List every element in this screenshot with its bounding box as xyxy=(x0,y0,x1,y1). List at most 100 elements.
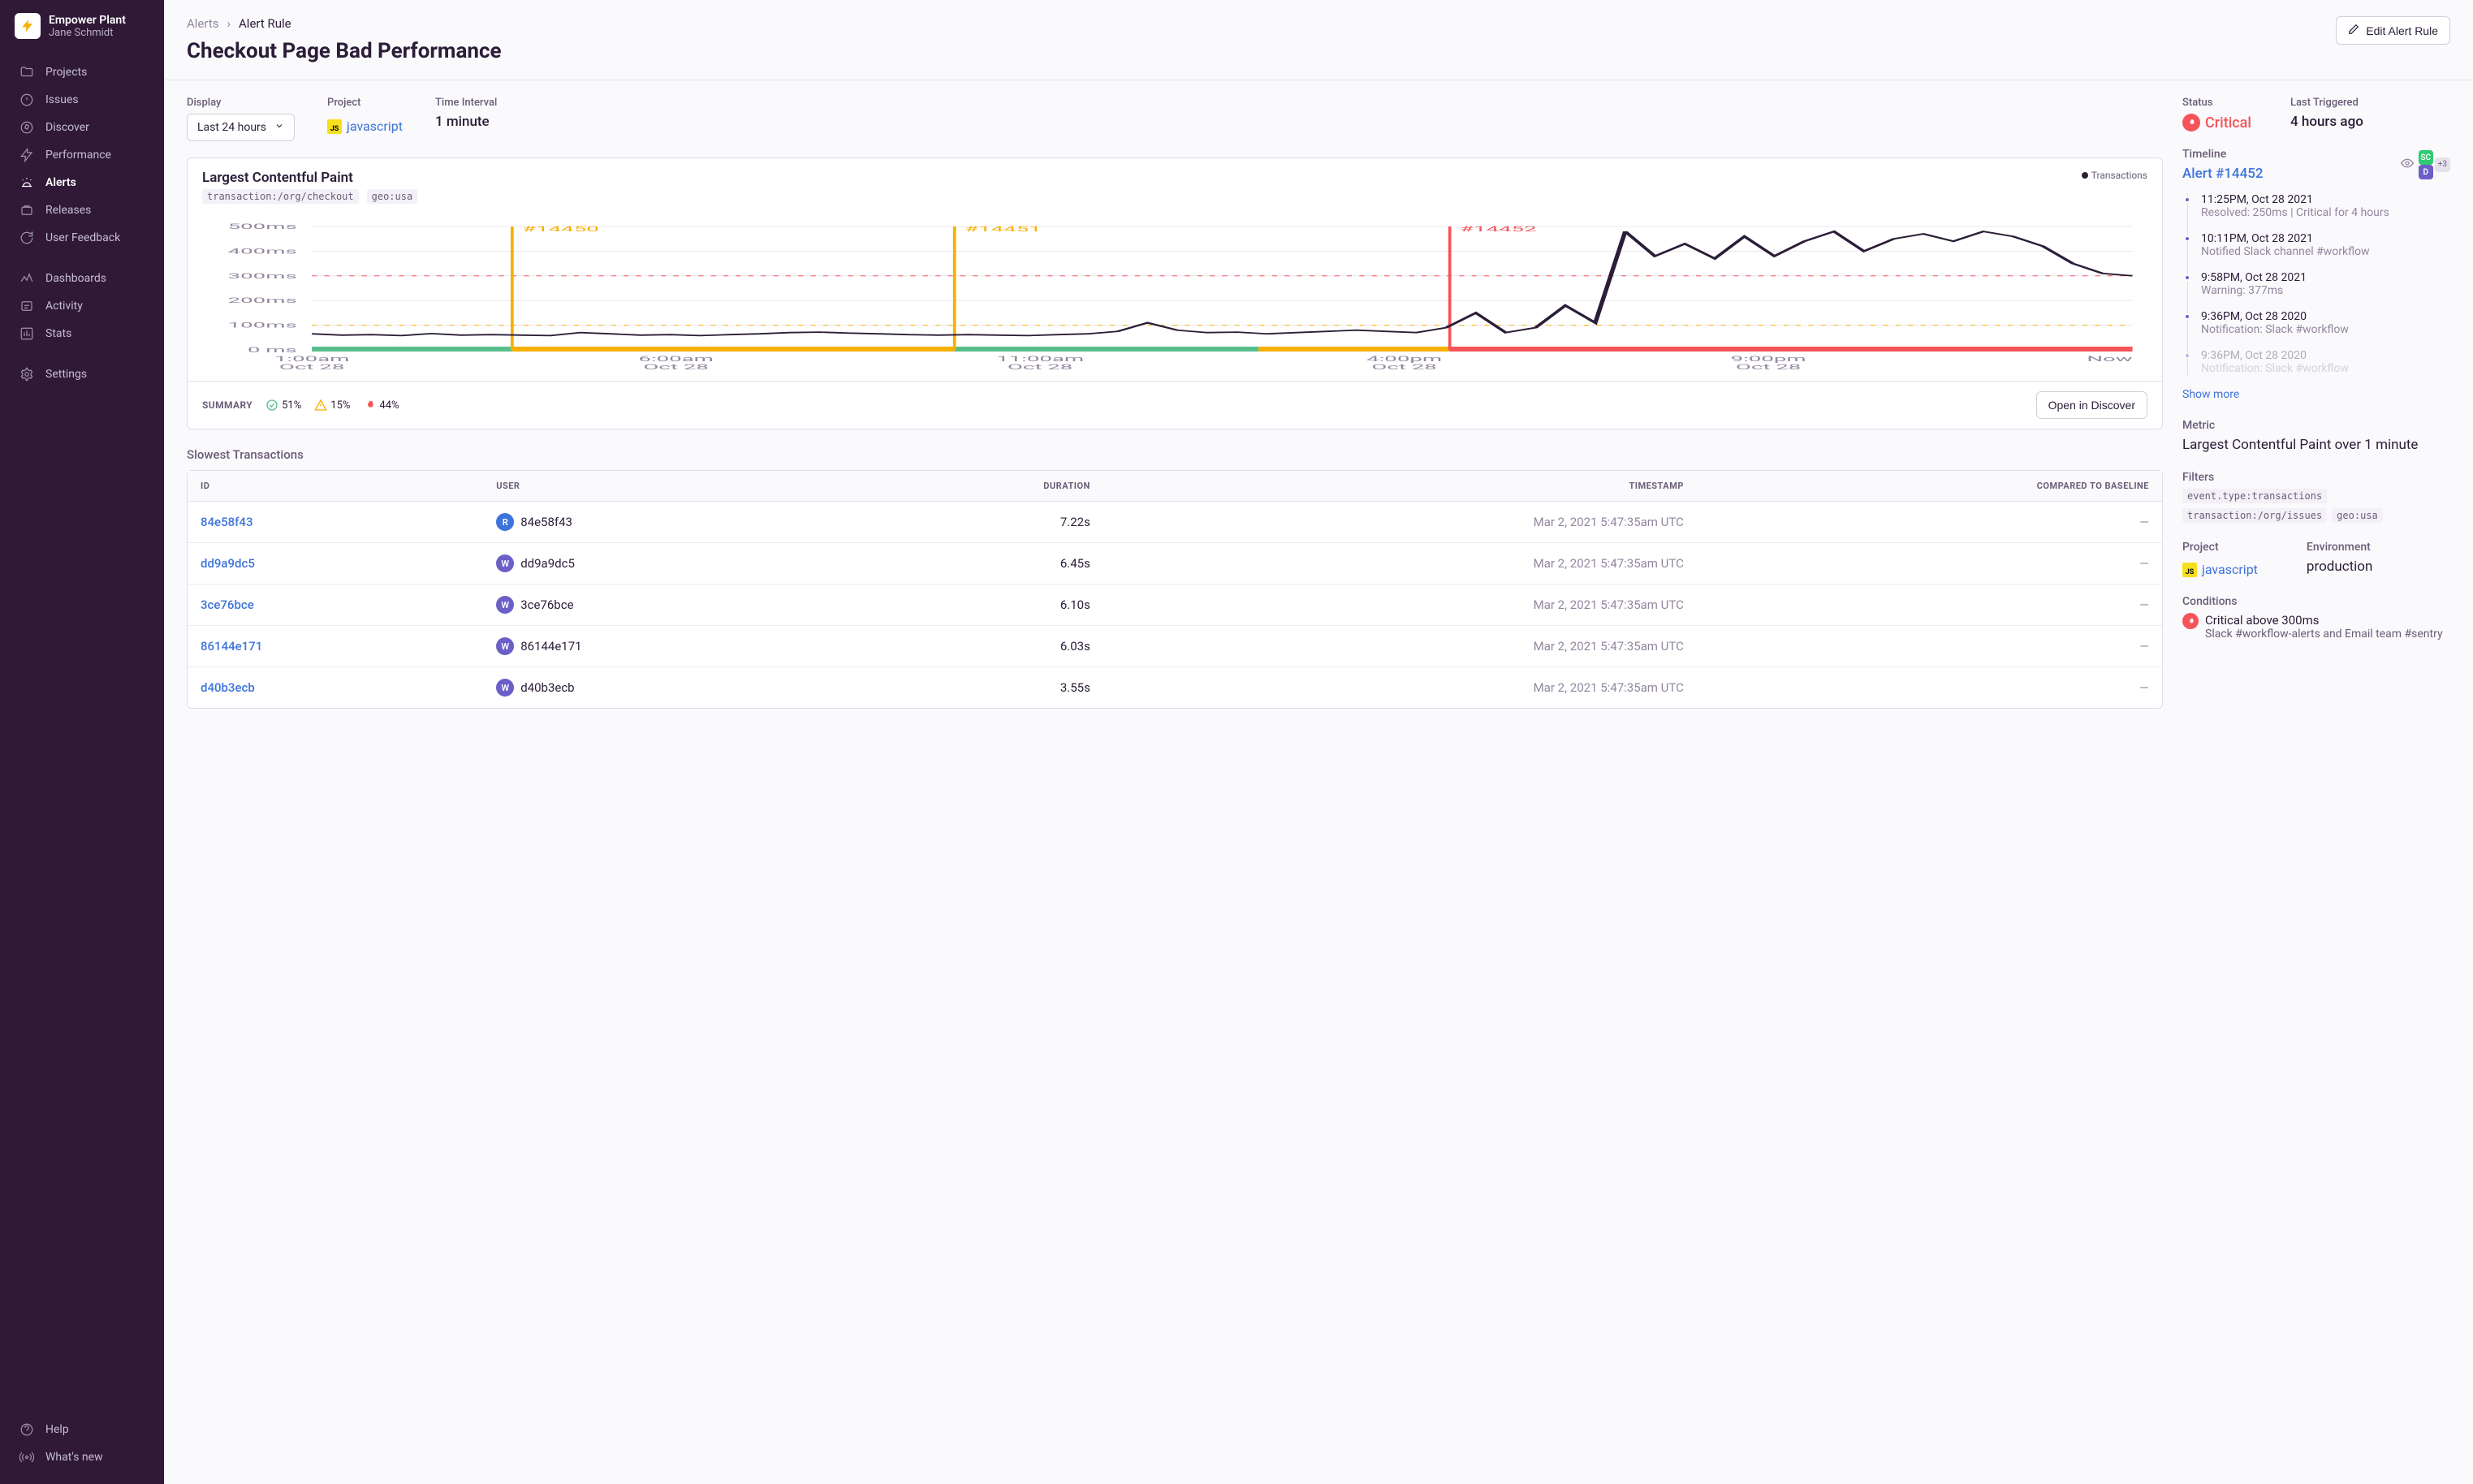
javascript-icon: JS xyxy=(2182,563,2197,577)
alert-link[interactable]: Alert #14452 xyxy=(2182,166,2264,182)
baseline-cell: — xyxy=(1697,585,2162,626)
table-header: DURATION xyxy=(859,471,1103,502)
condition-row: Critical above 300ms Slack #workflow-ale… xyxy=(2182,613,2450,641)
timeline-dot-icon xyxy=(2184,235,2190,242)
stat-crit: 44% xyxy=(363,399,399,412)
sidebar-item-label: Alerts xyxy=(45,176,76,189)
svg-text:Oct 28: Oct 28 xyxy=(279,363,344,372)
sidebar-item-stats[interactable]: Stats xyxy=(0,320,164,347)
table-header: ID xyxy=(188,471,483,502)
main: Alerts › Alert Rule Checkout Page Bad Pe… xyxy=(164,0,2473,1484)
breadcrumb-parent[interactable]: Alerts xyxy=(187,16,219,31)
participants-more[interactable]: +3 xyxy=(2435,157,2450,172)
svg-text:#14451: #14451 xyxy=(965,225,1042,234)
transaction-id-link[interactable]: 86144e171 xyxy=(201,639,262,654)
show-more-link[interactable]: Show more xyxy=(2182,388,2239,401)
sidebar-item-what's-new[interactable]: What's new xyxy=(0,1443,164,1471)
edit-alert-rule-button[interactable]: Edit Alert Rule xyxy=(2336,16,2450,45)
chart-panel: Largest Contentful Paint transaction:/or… xyxy=(187,157,2163,429)
timeline-dot-icon xyxy=(2184,196,2190,203)
chart-tags: transaction:/org/checkoutgeo:usa xyxy=(202,189,417,204)
chart-svg: 500ms400ms300ms200ms100ms0 ms#14450#1445… xyxy=(202,215,2147,377)
sidebar-item-dashboards[interactable]: Dashboards xyxy=(0,265,164,292)
transaction-id-link[interactable]: d40b3ecb xyxy=(201,680,255,695)
sidebar-item-label: User Feedback xyxy=(45,231,120,244)
duration-cell: 6.10s xyxy=(859,585,1103,626)
conditions-label: Conditions xyxy=(2182,595,2450,608)
help-icon xyxy=(19,1422,34,1437)
stats-icon xyxy=(19,326,34,341)
topbar: Alerts › Alert Rule Checkout Page Bad Pe… xyxy=(164,0,2473,80)
baseline-cell: — xyxy=(1697,502,2162,543)
timeline-item: 11:25PM, Oct 28 2021 Resolved: 250ms | C… xyxy=(2201,193,2450,219)
metric-label: Metric xyxy=(2182,419,2450,432)
svg-text:400ms: 400ms xyxy=(228,248,297,257)
sidebar-item-help[interactable]: Help xyxy=(0,1416,164,1443)
r-project-link[interactable]: javascript xyxy=(2202,562,2258,577)
stat-ok: 51% xyxy=(265,399,301,412)
org-name: Empower Plant xyxy=(49,14,126,27)
timestamp-cell: Mar 2, 2021 5:47:35am UTC xyxy=(1103,626,1697,667)
svg-text:100ms: 100ms xyxy=(228,321,297,330)
svg-text:#14450: #14450 xyxy=(522,225,599,234)
transaction-id-link[interactable]: dd9a9dc5 xyxy=(201,556,255,571)
nav: Projects Issues Discover Performance Ale… xyxy=(0,52,164,1403)
chevron-down-icon xyxy=(274,121,284,134)
column-left: Display Last 24 hours Project JS javascr… xyxy=(187,97,2163,709)
table-header: COMPARED TO BASELINE xyxy=(1697,471,2162,502)
eye-icon xyxy=(2401,157,2414,173)
sidebar-item-user-feedback[interactable]: User Feedback xyxy=(0,224,164,252)
svg-text:11:00am: 11:00am xyxy=(996,355,1084,364)
column-right: Status Critical Last Triggered 4 hours a… xyxy=(2182,97,2450,709)
timeline-dot-icon xyxy=(2184,352,2190,359)
transaction-id-link[interactable]: 84e58f43 xyxy=(201,515,252,529)
participant-avatar[interactable]: D xyxy=(2419,165,2433,179)
user-cell: Wdd9a9dc5 xyxy=(496,554,845,572)
timeline-desc: Resolved: 250ms | Critical for 4 hours xyxy=(2201,206,2450,219)
filter-tag: geo:usa xyxy=(2332,508,2383,523)
sidebar-item-label: Stats xyxy=(45,327,71,340)
timeline-time: 9:36PM, Oct 28 2020 xyxy=(2201,310,2450,323)
summary-stats: SUMMARY 51% 15% 44% xyxy=(202,399,399,412)
bolt-icon xyxy=(19,148,34,162)
slowest-table: IDUSERDURATIONTIMESTAMPCOMPARED TO BASEL… xyxy=(188,471,2162,708)
svg-text:Oct 28: Oct 28 xyxy=(643,363,708,372)
svg-text:1:00am: 1:00am xyxy=(274,355,350,364)
sidebar-item-activity[interactable]: Activity xyxy=(0,292,164,320)
transaction-id-link[interactable]: 3ce76bce xyxy=(201,597,254,612)
filter-row: Display Last 24 hours Project JS javascr… xyxy=(187,97,2163,141)
display-select[interactable]: Last 24 hours xyxy=(187,114,295,141)
open-in-discover-button[interactable]: Open in Discover xyxy=(2036,391,2147,419)
content: Display Last 24 hours Project JS javascr… xyxy=(164,80,2473,725)
duration-cell: 7.22s xyxy=(859,502,1103,543)
releases-icon xyxy=(19,203,34,218)
sidebar-footer: Help What's new xyxy=(0,1403,164,1484)
interval-label: Time Interval xyxy=(435,97,497,109)
sidebar-item-issues[interactable]: Issues xyxy=(0,86,164,114)
sidebar-item-label: Performance xyxy=(45,149,111,162)
svg-text:6:00am: 6:00am xyxy=(638,355,714,364)
activity-icon xyxy=(19,299,34,313)
participant-avatar[interactable]: SC xyxy=(2419,150,2433,165)
timeline-list: 11:25PM, Oct 28 2021 Resolved: 250ms | C… xyxy=(2187,193,2450,375)
timeline-desc: Notification: Slack #workflow xyxy=(2201,323,2450,336)
sidebar-item-releases[interactable]: Releases xyxy=(0,196,164,224)
folder-icon xyxy=(19,65,34,80)
sidebar-item-label: Dashboards xyxy=(45,272,106,285)
stat-warn: 15% xyxy=(314,399,350,412)
sidebar-item-alerts[interactable]: Alerts xyxy=(0,169,164,196)
sidebar-item-settings[interactable]: Settings xyxy=(0,360,164,388)
pencil-icon xyxy=(2348,24,2359,37)
status-value: Critical xyxy=(2182,114,2251,132)
user-cell: Wd40b3ecb xyxy=(496,679,845,697)
sidebar-item-performance[interactable]: Performance xyxy=(0,141,164,169)
project-link[interactable]: javascript xyxy=(347,119,403,134)
timeline-desc: Notification: Slack #workflow xyxy=(2201,362,2450,375)
sidebar-item-projects[interactable]: Projects xyxy=(0,58,164,86)
sidebar-item-discover[interactable]: Discover xyxy=(0,114,164,141)
avatar: W xyxy=(496,679,514,697)
chart-tag: transaction:/org/checkout xyxy=(202,189,359,204)
alert-icon xyxy=(19,175,34,190)
page-title: Checkout Page Bad Performance xyxy=(187,39,502,63)
svg-text:9:00pm: 9:00pm xyxy=(1731,355,1806,364)
